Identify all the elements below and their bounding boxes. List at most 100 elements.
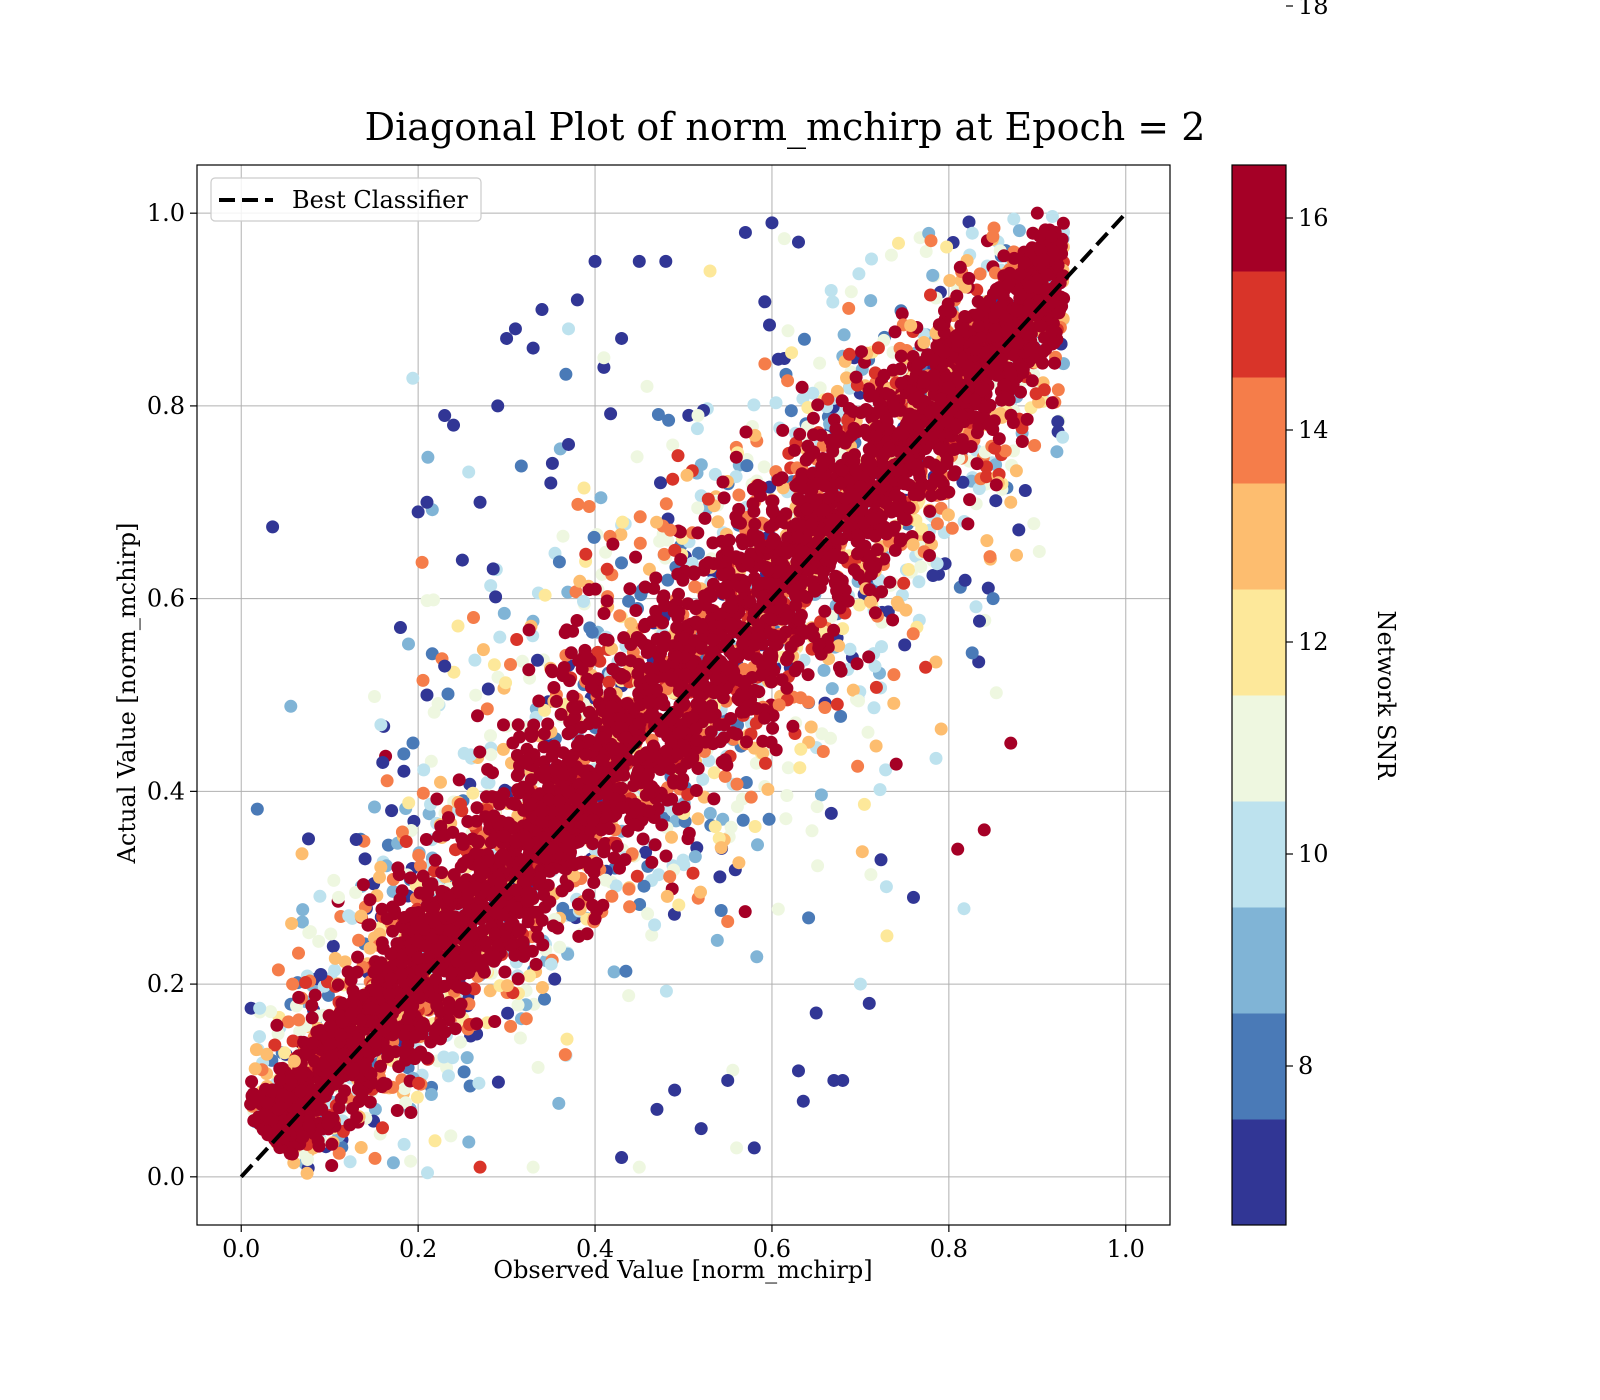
scatter-point bbox=[764, 735, 778, 749]
scatter-point bbox=[1012, 224, 1026, 238]
scatter-point bbox=[1037, 383, 1051, 397]
scatter-point bbox=[659, 984, 673, 998]
scatter-point bbox=[676, 853, 690, 867]
scatter-point bbox=[713, 870, 727, 884]
scatter-point bbox=[884, 248, 898, 262]
scatter-point bbox=[660, 889, 674, 903]
scatter-point bbox=[880, 527, 893, 541]
scatter-point bbox=[538, 992, 551, 1006]
scatter-point bbox=[890, 595, 904, 609]
scatter-point bbox=[380, 774, 394, 788]
scatter-point bbox=[556, 901, 570, 915]
scatter-point bbox=[402, 796, 416, 810]
scatter-point bbox=[295, 847, 309, 861]
scatter-point bbox=[629, 604, 643, 617]
scatter-point bbox=[466, 786, 480, 800]
scatter-point bbox=[730, 727, 744, 741]
scatter-point bbox=[726, 1063, 740, 1077]
scatter-point bbox=[406, 736, 420, 750]
scatter-point bbox=[374, 718, 388, 732]
scatter-point bbox=[846, 405, 860, 418]
scatter-point bbox=[857, 797, 871, 811]
scatter-point bbox=[1051, 383, 1065, 397]
scatter-point bbox=[577, 481, 591, 495]
scatter-point bbox=[887, 696, 901, 710]
scatter-point bbox=[736, 813, 750, 827]
scatter-point bbox=[732, 502, 746, 516]
scatter-point bbox=[338, 955, 352, 969]
scatter-point bbox=[427, 593, 440, 607]
scatter-point bbox=[352, 933, 366, 947]
scatter-point bbox=[716, 475, 730, 489]
scatter-point bbox=[633, 536, 647, 550]
scatter-point bbox=[442, 1069, 455, 1083]
scatter-point bbox=[732, 488, 746, 502]
scatter-point bbox=[815, 727, 829, 741]
scatter-point bbox=[331, 978, 345, 992]
scatter-point bbox=[402, 637, 415, 651]
scatter-point bbox=[741, 557, 755, 570]
scatter-point bbox=[807, 428, 820, 442]
scatter-point bbox=[688, 850, 702, 864]
scatter-point bbox=[670, 621, 684, 634]
scatter-point bbox=[701, 492, 715, 506]
scatter-point bbox=[763, 318, 776, 332]
scatter-point bbox=[837, 328, 851, 342]
scatter-points bbox=[244, 206, 1071, 1180]
scatter-point bbox=[718, 769, 732, 783]
scatter-point bbox=[914, 560, 928, 574]
scatter-point bbox=[715, 568, 729, 582]
scatter-point bbox=[531, 653, 544, 667]
scatter-point bbox=[399, 1096, 413, 1110]
scatter-point bbox=[343, 1155, 357, 1169]
scatter-point bbox=[614, 528, 628, 541]
scatter-point bbox=[913, 470, 927, 484]
scatter-point bbox=[794, 742, 808, 756]
scatter-point bbox=[681, 832, 695, 846]
scatter-point bbox=[624, 617, 638, 631]
scatter-point bbox=[934, 392, 948, 406]
scatter-point bbox=[886, 613, 900, 627]
scatter-point bbox=[531, 1060, 545, 1074]
scatter-point bbox=[421, 450, 435, 464]
scatter-point bbox=[410, 1090, 424, 1104]
scatter-point bbox=[376, 1121, 389, 1135]
scatter-point bbox=[322, 1009, 336, 1023]
scatter-point bbox=[895, 307, 909, 321]
scatter-point bbox=[714, 841, 728, 855]
scatter-point bbox=[875, 585, 889, 599]
scatter-point bbox=[665, 792, 679, 806]
scatter-point bbox=[1007, 251, 1021, 265]
scatter-point bbox=[811, 398, 825, 412]
scatter-point bbox=[572, 929, 586, 943]
scatter-point bbox=[806, 411, 820, 425]
scatter-point bbox=[486, 562, 500, 576]
scatter-point bbox=[846, 683, 860, 697]
scatter-point bbox=[368, 800, 381, 814]
scatter-point bbox=[827, 513, 841, 527]
scatter-point bbox=[399, 835, 413, 848]
scatter-point bbox=[284, 1073, 298, 1087]
scatter-point bbox=[428, 1134, 442, 1148]
scatter-point bbox=[493, 630, 507, 644]
scatter-point bbox=[873, 783, 887, 797]
scatter-point bbox=[489, 590, 503, 604]
scatter-point bbox=[844, 285, 858, 299]
scatter-point bbox=[858, 423, 872, 437]
scatter-point bbox=[292, 1013, 306, 1027]
scatter-point bbox=[717, 491, 731, 505]
scatter-point bbox=[654, 476, 667, 490]
scatter-point bbox=[883, 575, 897, 589]
scatter-point bbox=[648, 838, 662, 852]
scatter-point bbox=[929, 751, 943, 765]
scatter-point bbox=[547, 739, 561, 753]
scatter-point bbox=[552, 1096, 566, 1110]
scatter-point bbox=[917, 336, 931, 349]
scatter-point bbox=[989, 494, 1003, 508]
scatter-point bbox=[605, 889, 619, 903]
scatter-point bbox=[447, 868, 461, 882]
scatter-point bbox=[926, 569, 940, 582]
scatter-point bbox=[686, 866, 700, 880]
scatter-point bbox=[292, 946, 305, 960]
scatter-point bbox=[748, 820, 762, 833]
